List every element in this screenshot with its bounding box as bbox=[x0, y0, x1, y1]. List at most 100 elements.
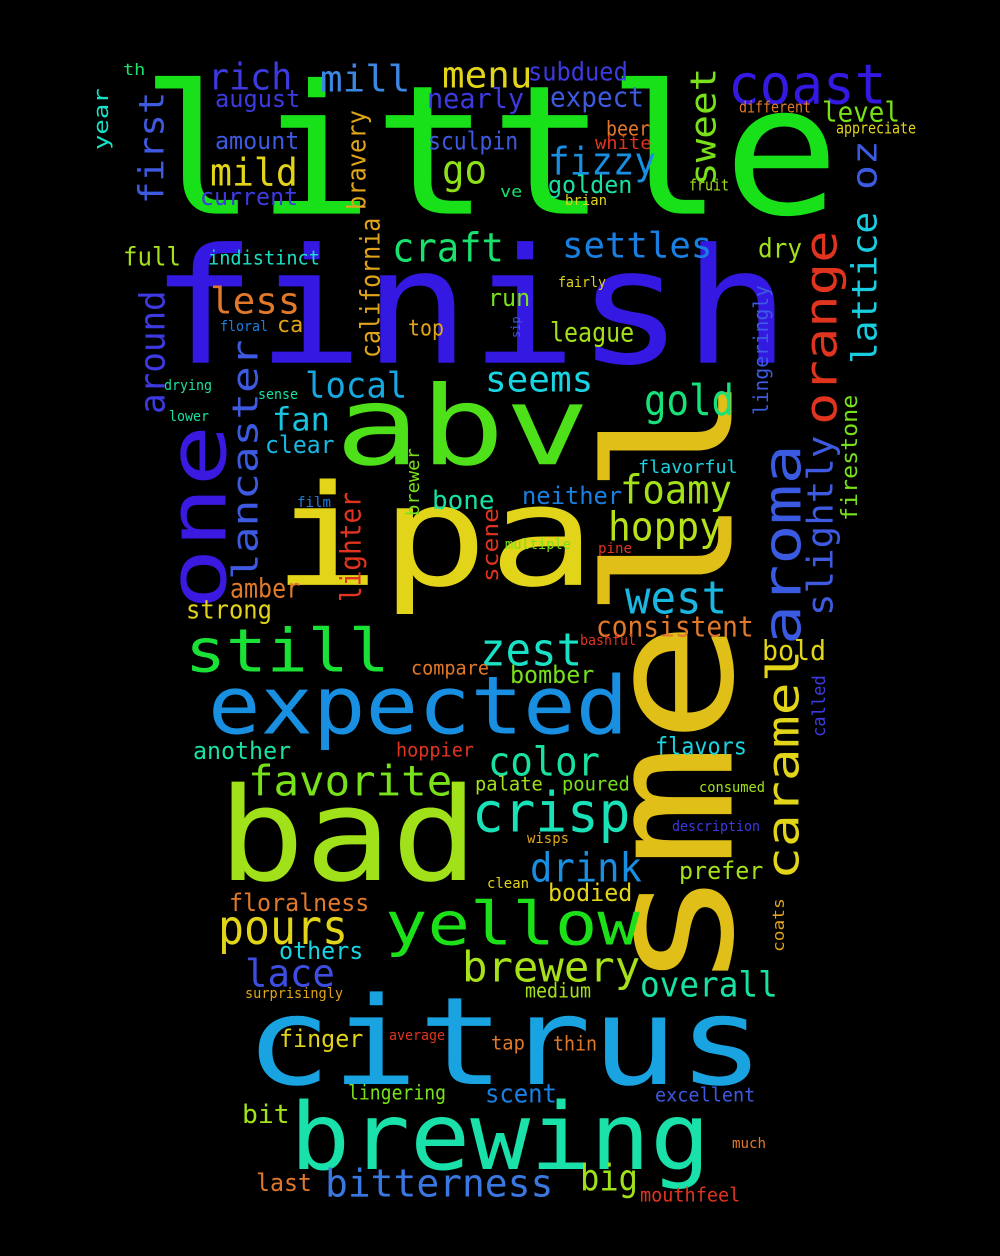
word-august: august bbox=[215, 85, 301, 114]
word-lingering: lingering bbox=[348, 1081, 447, 1106]
word-drying: drying bbox=[164, 377, 213, 395]
word-bomber: bomber bbox=[510, 661, 595, 690]
word-medium: medium bbox=[525, 979, 592, 1004]
word-yellow: yellow bbox=[385, 889, 640, 960]
word-finish: finish bbox=[150, 214, 791, 401]
word-run: run bbox=[488, 284, 531, 313]
word-california: california bbox=[355, 217, 387, 358]
word-indistinct: indistinct bbox=[208, 247, 320, 271]
word-ipa: ipa bbox=[272, 456, 597, 619]
word-firestone: firestone bbox=[836, 394, 863, 521]
word-strong: strong bbox=[186, 594, 272, 626]
word-poured: poured bbox=[562, 773, 630, 797]
word-consumed: consumed bbox=[699, 779, 766, 797]
word-lattice: lattice bbox=[844, 211, 886, 364]
word-fruit: fruit bbox=[689, 176, 730, 196]
word-drink: drink bbox=[530, 843, 642, 892]
word-dry: dry bbox=[758, 232, 803, 265]
word-craft: craft bbox=[392, 223, 504, 272]
word-coast: coast bbox=[728, 52, 887, 118]
word-big: big bbox=[580, 1156, 638, 1200]
word-much: much bbox=[732, 1135, 767, 1153]
word-description: description bbox=[672, 818, 761, 836]
word-multiple: multiple bbox=[505, 536, 572, 554]
word-th: th bbox=[123, 59, 146, 80]
word-lower: lower bbox=[169, 408, 210, 426]
word-local: local bbox=[305, 364, 408, 407]
word-lighter: lighter bbox=[335, 492, 369, 602]
word-subdued: subdued bbox=[528, 56, 628, 88]
word-flavorful: flavorful bbox=[638, 456, 738, 479]
word-brewer: brewer bbox=[402, 448, 425, 516]
word-level: level bbox=[822, 96, 900, 130]
word-others: others bbox=[279, 937, 364, 966]
word-prefer: prefer bbox=[679, 857, 764, 886]
word-crisp: crisp bbox=[472, 780, 631, 846]
word-mild: mild bbox=[210, 150, 298, 196]
word-sweet: sweet bbox=[682, 67, 725, 186]
word-brewing: brewing bbox=[290, 1083, 711, 1192]
word-palate: palate bbox=[475, 773, 543, 797]
word-bashful: bashful bbox=[580, 632, 637, 650]
word-different: different bbox=[739, 98, 812, 118]
word-another: another bbox=[193, 737, 292, 766]
word-film: film bbox=[297, 494, 332, 512]
word-little: little bbox=[140, 47, 840, 257]
word-clear: clear bbox=[265, 431, 335, 460]
word-less: less bbox=[210, 280, 301, 324]
word-current: current bbox=[200, 183, 299, 212]
word-color: color bbox=[488, 737, 600, 786]
word-menu: menu bbox=[442, 54, 533, 98]
word-appreciate: appreciate bbox=[836, 119, 917, 139]
word-slightly: slightly bbox=[799, 435, 842, 616]
word-west: west bbox=[625, 571, 728, 625]
word-lancaster: lancaster bbox=[224, 339, 267, 580]
word-sip: sip bbox=[507, 316, 524, 338]
word-league: league bbox=[550, 317, 635, 349]
word-year: year bbox=[89, 88, 114, 150]
word-bold: bold bbox=[762, 634, 827, 668]
word-favorite: favorite bbox=[248, 757, 453, 807]
word-seems: seems bbox=[485, 358, 594, 401]
word-mouthfeel: mouthfeel bbox=[640, 1184, 741, 1208]
word-lingeringly: lingeringly bbox=[749, 285, 774, 415]
word-average: average bbox=[389, 1027, 446, 1045]
word-fairly: fairly bbox=[558, 274, 607, 292]
word-bravery: bravery bbox=[341, 110, 373, 210]
word-full: full bbox=[123, 241, 182, 273]
word-rich: rich bbox=[208, 56, 293, 100]
word-clean: clean bbox=[487, 875, 530, 893]
word-pours: pours bbox=[218, 900, 349, 957]
word-tap: tap bbox=[491, 1032, 525, 1056]
word-bodied: bodied bbox=[548, 879, 633, 908]
word-settles: settles bbox=[562, 224, 713, 267]
word-foamy: foamy bbox=[620, 465, 732, 514]
word-hoppy: hoppy bbox=[608, 503, 723, 551]
word-expected: expected bbox=[208, 658, 629, 753]
word-top: top bbox=[408, 315, 444, 342]
word-abv: abv bbox=[335, 362, 590, 491]
word-flavors: flavors bbox=[655, 733, 747, 762]
word-pine: pine bbox=[598, 540, 633, 558]
word-finger: finger bbox=[279, 1025, 364, 1054]
word-compare: compare bbox=[411, 657, 489, 681]
word-still: still bbox=[185, 616, 390, 687]
word-floral: floral bbox=[220, 318, 269, 336]
word-expect: expect bbox=[550, 81, 644, 115]
word-mill: mill bbox=[320, 58, 411, 102]
word-last: last bbox=[256, 1169, 312, 1198]
word-bad: bad bbox=[218, 760, 479, 912]
word-ca: ca bbox=[277, 311, 304, 338]
word-surprisingly: surprisingly bbox=[245, 985, 344, 1003]
word-scent: scent bbox=[485, 1078, 557, 1110]
word-coats: coats bbox=[768, 898, 789, 952]
word-bitterness: bitterness bbox=[325, 1161, 554, 1207]
word-amber: amber bbox=[230, 573, 301, 605]
word-fan: fan bbox=[272, 401, 330, 440]
word-nearly: nearly bbox=[427, 82, 525, 116]
word-brian: brian bbox=[565, 192, 608, 210]
word-oz: oz bbox=[844, 140, 886, 190]
word-hoppier: hoppier bbox=[396, 739, 474, 763]
word-golden: golden bbox=[548, 171, 633, 200]
